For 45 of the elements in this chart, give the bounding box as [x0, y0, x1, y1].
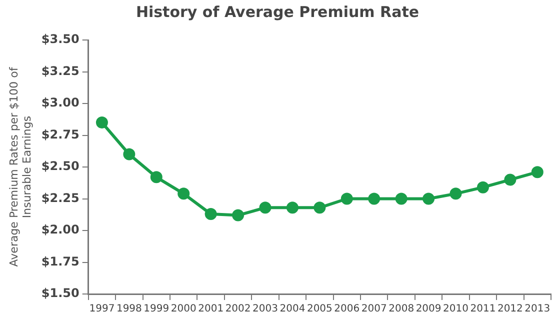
point	[422, 192, 435, 205]
x-tick-label: 2002	[225, 304, 251, 315]
x-tick-label: 1997	[89, 304, 115, 315]
x-tick-label: 2003	[252, 304, 278, 315]
x-tick-label: 2009	[416, 304, 442, 315]
point	[368, 192, 380, 205]
x-tick-label: 2007	[361, 304, 387, 315]
y-tick-label: $1.75	[41, 254, 80, 268]
x-tick-label: 2001	[198, 304, 224, 315]
point	[232, 209, 244, 222]
y-tick-label: $3.00	[41, 96, 80, 110]
point	[340, 192, 353, 205]
x-tick-label: 2010	[443, 304, 468, 315]
x-tick-label: 2005	[306, 304, 332, 315]
x-tick-label: 1998	[116, 304, 142, 315]
x-tick-label: 2006	[334, 304, 360, 315]
point	[178, 188, 190, 200]
y-tick-label: $1.50	[41, 286, 80, 300]
y-tick-label: $2.50	[41, 159, 80, 174]
point	[150, 171, 162, 184]
x-tick-label: 2008	[388, 304, 414, 315]
point	[96, 116, 108, 129]
point	[504, 174, 516, 186]
y-tick-label: $2.75	[41, 127, 80, 142]
x-tick-label: 2012	[497, 304, 523, 315]
x-tick-label: 2004	[280, 304, 306, 315]
x-tick-label: 2013	[524, 304, 550, 315]
y-tick-label: $2.00	[41, 222, 80, 237]
y-tick-label: $3.50	[41, 32, 80, 46]
point	[204, 208, 217, 220]
x-tick-label: 2000	[170, 304, 196, 315]
point	[450, 188, 462, 200]
point	[476, 181, 489, 194]
chart-title: History of Average Premium Rate	[136, 2, 420, 21]
point	[286, 202, 298, 214]
x-tick-label: 1999	[144, 304, 170, 315]
point	[395, 192, 408, 205]
y-axis-title: Average Premium Rates per $100 of Insurable Earnings	[7, 66, 34, 267]
y-tick-label: $3.25	[41, 64, 80, 78]
x-tick-label: 2011	[470, 304, 496, 315]
point	[314, 202, 326, 214]
point	[531, 166, 544, 178]
point	[259, 202, 272, 214]
point	[123, 148, 136, 160]
y-tick-label: $2.25	[41, 190, 80, 205]
